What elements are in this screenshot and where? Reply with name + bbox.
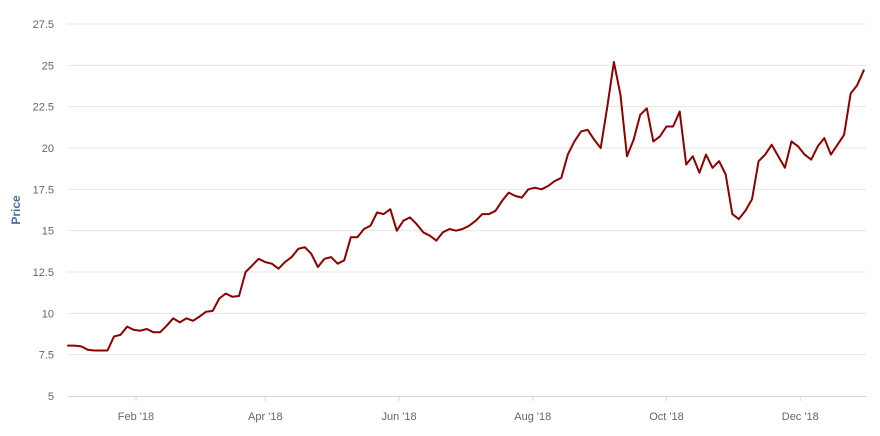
- price-series-line: [67, 61, 865, 352]
- y-tick-label: 27.5: [33, 19, 54, 31]
- y-tick-label: 20: [42, 143, 54, 155]
- y-tick-label: 15: [42, 226, 54, 238]
- y-tick-label: 12.5: [33, 267, 54, 279]
- y-tick-label: 25: [42, 60, 54, 72]
- y-tick-label: 7.5: [39, 350, 54, 362]
- y-axis-title: Price: [9, 195, 23, 225]
- y-tick-label: 10: [42, 308, 54, 320]
- x-tick-label: Apr '18: [248, 411, 283, 423]
- x-tick-label: Oct '18: [649, 411, 684, 423]
- y-axis-tick-labels: 5 7.5 10 12.5 15 17.5 20 22.5 25 27.5: [33, 19, 54, 403]
- chart-gridlines: [68, 23, 866, 356]
- series-group: [67, 61, 865, 352]
- x-axis-tick-labels: Feb '18 Apr '18 Jun '18 Aug '18 Oct '18 Dec '…: [118, 396, 819, 423]
- y-tick-label: 17.5: [33, 184, 54, 196]
- x-tick-label: Jun '18: [381, 411, 416, 423]
- y-tick-label: 5: [48, 391, 54, 403]
- x-tick-label: Feb '18: [118, 411, 154, 423]
- y-tick-label: 22.5: [33, 102, 54, 114]
- x-tick-label: Dec '18: [782, 411, 819, 423]
- x-tick-label: Aug '18: [514, 411, 551, 423]
